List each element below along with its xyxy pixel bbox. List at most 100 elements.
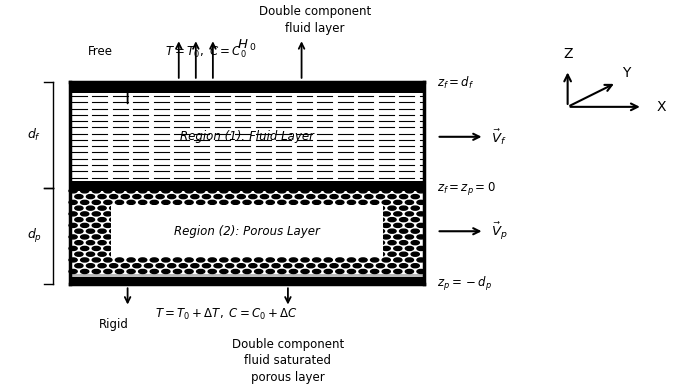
Circle shape (319, 252, 327, 256)
Circle shape (138, 189, 147, 193)
Circle shape (121, 240, 129, 245)
Circle shape (145, 218, 153, 222)
Circle shape (394, 246, 402, 251)
Circle shape (81, 200, 89, 205)
Circle shape (342, 264, 350, 268)
Circle shape (295, 264, 303, 268)
Circle shape (191, 240, 199, 245)
Circle shape (394, 235, 402, 239)
Circle shape (336, 223, 344, 227)
Circle shape (249, 240, 257, 245)
Circle shape (220, 269, 228, 274)
Circle shape (277, 212, 286, 216)
Circle shape (417, 200, 425, 205)
Circle shape (138, 200, 147, 205)
Circle shape (162, 200, 170, 205)
Circle shape (388, 206, 396, 210)
Circle shape (272, 240, 280, 245)
Circle shape (173, 246, 182, 251)
Circle shape (121, 252, 129, 256)
Circle shape (243, 200, 251, 205)
Circle shape (324, 189, 332, 193)
Circle shape (284, 240, 292, 245)
Circle shape (312, 200, 321, 205)
Circle shape (168, 264, 176, 268)
Circle shape (260, 206, 269, 210)
Circle shape (347, 200, 356, 205)
Bar (70, 274, 425, 277)
Circle shape (214, 218, 222, 222)
Circle shape (138, 258, 147, 262)
Circle shape (150, 235, 158, 239)
Text: Region (1): Fluid Layer: Region (1): Fluid Layer (180, 130, 314, 143)
Circle shape (417, 223, 425, 227)
Circle shape (382, 200, 390, 205)
Circle shape (289, 246, 297, 251)
Circle shape (301, 212, 309, 216)
Circle shape (162, 212, 170, 216)
Circle shape (330, 206, 338, 210)
Circle shape (150, 223, 158, 227)
Circle shape (243, 212, 251, 216)
Circle shape (295, 218, 303, 222)
Circle shape (312, 258, 321, 262)
Circle shape (110, 240, 118, 245)
Circle shape (289, 269, 297, 274)
Circle shape (115, 269, 123, 274)
Circle shape (406, 212, 414, 216)
Circle shape (145, 206, 153, 210)
Circle shape (150, 200, 158, 205)
Circle shape (150, 212, 158, 216)
Circle shape (342, 195, 350, 199)
Circle shape (115, 258, 123, 262)
Circle shape (406, 200, 414, 205)
Circle shape (330, 240, 338, 245)
Circle shape (104, 235, 112, 239)
Circle shape (197, 258, 205, 262)
Circle shape (249, 264, 257, 268)
Circle shape (127, 200, 135, 205)
Circle shape (243, 269, 251, 274)
Circle shape (266, 269, 275, 274)
Circle shape (406, 269, 414, 274)
Circle shape (319, 195, 327, 199)
Circle shape (185, 212, 193, 216)
Circle shape (145, 229, 153, 233)
Circle shape (138, 246, 147, 251)
Circle shape (266, 246, 275, 251)
Circle shape (197, 212, 205, 216)
Circle shape (353, 252, 361, 256)
Circle shape (347, 212, 356, 216)
Circle shape (277, 235, 286, 239)
Circle shape (376, 195, 384, 199)
Circle shape (232, 246, 240, 251)
Circle shape (92, 212, 101, 216)
Circle shape (406, 223, 414, 227)
Circle shape (127, 246, 135, 251)
Circle shape (162, 269, 170, 274)
Circle shape (69, 212, 77, 216)
Circle shape (353, 218, 361, 222)
Circle shape (104, 269, 112, 274)
Circle shape (197, 223, 205, 227)
Circle shape (371, 246, 379, 251)
Circle shape (185, 258, 193, 262)
Circle shape (81, 223, 89, 227)
Circle shape (406, 246, 414, 251)
Circle shape (260, 195, 269, 199)
Circle shape (382, 212, 390, 216)
Circle shape (69, 246, 77, 251)
Circle shape (394, 258, 402, 262)
Circle shape (260, 264, 269, 268)
Circle shape (156, 264, 164, 268)
Circle shape (336, 246, 344, 251)
Circle shape (336, 235, 344, 239)
Circle shape (255, 212, 263, 216)
Circle shape (162, 223, 170, 227)
Circle shape (330, 195, 338, 199)
Circle shape (359, 269, 367, 274)
Circle shape (376, 229, 384, 233)
Circle shape (319, 229, 327, 233)
Circle shape (197, 246, 205, 251)
Circle shape (98, 218, 106, 222)
